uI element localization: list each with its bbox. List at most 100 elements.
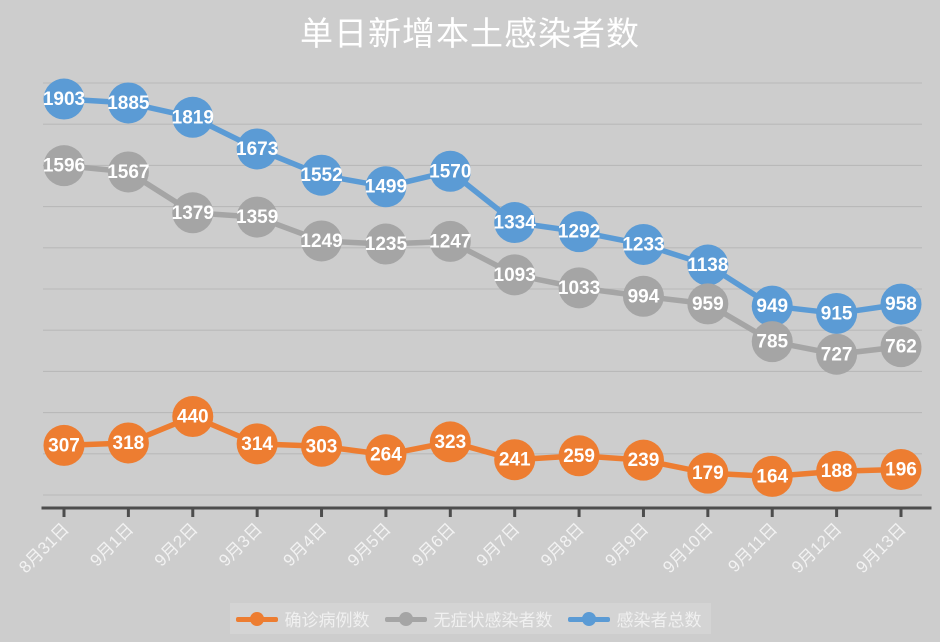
x-tick-label: 9月12日	[788, 519, 846, 577]
data-point-label: 188	[821, 461, 853, 482]
data-point-label: 1379	[172, 203, 214, 224]
x-tick-label: 9月2日	[151, 519, 202, 570]
data-point-marker[interactable]	[429, 421, 471, 463]
data-point-label: 323	[434, 432, 466, 453]
data-point-label: 1334	[494, 213, 537, 234]
data-point-label: 1233	[622, 234, 664, 255]
data-point-marker[interactable]	[172, 396, 214, 438]
data-point-marker[interactable]	[301, 425, 343, 467]
legend-swatch-icon	[235, 610, 278, 628]
data-point-marker[interactable]	[816, 333, 858, 375]
data-point-marker[interactable]	[622, 275, 664, 317]
data-point-marker[interactable]	[558, 435, 600, 477]
legend-label: 感染者总数	[616, 611, 702, 630]
data-point-marker[interactable]	[365, 166, 407, 208]
data-point-marker[interactable]	[687, 452, 729, 494]
legend-confirmed[interactable]: 确诊病例数	[229, 603, 379, 634]
x-axis-labels: 8月31日 9月1日 9月2日 9月3日 9月4日 9月5日 9月6日 9月7日 9月8日 9月9…	[15, 519, 910, 577]
data-point-marker[interactable]	[172, 96, 214, 138]
data-point-marker[interactable]	[43, 145, 85, 187]
data-point-marker[interactable]	[816, 292, 858, 334]
data-point-label: 239	[628, 450, 660, 471]
data-point-marker[interactable]	[622, 439, 664, 481]
data-point-label: 915	[821, 303, 853, 324]
data-point-marker[interactable]	[43, 424, 85, 466]
data-point-label: 318	[113, 433, 145, 454]
data-point-marker[interactable]	[429, 150, 471, 192]
data-point-marker[interactable]	[107, 82, 149, 124]
data-point-label: 958	[885, 294, 917, 315]
x-tick-label: 8月31日	[15, 519, 73, 577]
data-point-marker[interactable]	[236, 196, 278, 238]
data-point-label: 241	[499, 450, 531, 471]
x-tick-label: 9月10日	[659, 519, 717, 577]
data-point-marker[interactable]	[365, 223, 407, 265]
data-point-marker[interactable]	[622, 223, 664, 265]
data-point-label: 259	[563, 446, 595, 467]
data-point-label: 1567	[107, 162, 149, 183]
data-point-label: 1885	[107, 93, 150, 114]
data-point-label: 1235	[365, 234, 408, 255]
data-point-marker[interactable]	[687, 244, 729, 286]
data-point-label: 762	[885, 337, 917, 358]
x-tick-label: 9月9日	[601, 519, 652, 570]
data-point-marker[interactable]	[687, 283, 729, 325]
legend-swatch-icon	[567, 610, 610, 628]
x-tick-label: 9月8日	[537, 519, 588, 570]
data-point-marker[interactable]	[494, 202, 536, 244]
data-point-marker[interactable]	[751, 321, 793, 363]
gridlines	[43, 82, 922, 496]
data-point-label: 1499	[365, 177, 407, 198]
data-point-marker[interactable]	[43, 78, 85, 120]
x-tick-label: 9月3日	[215, 519, 266, 570]
x-tick-label: 9月11日	[724, 519, 781, 576]
x-tick-label: 9月7日	[473, 519, 524, 570]
data-point-marker[interactable]	[301, 154, 343, 196]
data-point-label: 1292	[558, 222, 600, 243]
data-point-label: 307	[48, 435, 80, 456]
data-point-label: 1033	[558, 278, 600, 299]
data-point-marker[interactable]	[880, 448, 922, 490]
data-point-marker[interactable]	[751, 455, 793, 497]
data-point-label: 785	[756, 332, 788, 353]
legend-asymptomatic[interactable]: 无症状感染者数	[378, 603, 562, 634]
data-point-label: 1247	[429, 231, 471, 252]
data-point-label: 264	[370, 445, 402, 466]
legend-label: 确诊病例数	[284, 611, 370, 630]
data-point-label: 1359	[236, 207, 278, 228]
data-point-label: 440	[177, 407, 209, 428]
legend-label: 无症状感染者数	[433, 611, 553, 630]
data-point-marker[interactable]	[365, 434, 407, 476]
data-point-label: 1138	[687, 255, 728, 276]
data-point-label: 1249	[300, 231, 342, 252]
data-point-label: 1819	[172, 107, 214, 128]
data-point-marker[interactable]	[816, 450, 858, 492]
data-point-marker[interactable]	[751, 285, 793, 327]
data-point-marker[interactable]	[558, 267, 600, 309]
data-point-label: 1093	[494, 265, 536, 286]
data-point-marker[interactable]	[880, 326, 922, 368]
data-point-marker[interactable]	[429, 220, 471, 262]
data-point-marker[interactable]	[301, 220, 343, 262]
data-point-label: 1673	[236, 139, 278, 160]
data-point-label: 949	[756, 296, 788, 317]
data-point-marker[interactable]	[172, 192, 214, 234]
data-point-label: 1596	[43, 156, 85, 177]
legend-total[interactable]: 感染者总数	[561, 603, 711, 634]
data-point-marker[interactable]	[558, 211, 600, 253]
series-markers: 1903 1885 1819 1673 1552 1499 1570 1334 1292 1233…	[43, 78, 922, 497]
x-tick-label: 9月13日	[852, 519, 910, 577]
chart-legend: 确诊病例数 无症状感染者数 感染者总数	[0, 603, 940, 634]
data-point-marker[interactable]	[494, 439, 536, 481]
data-point-marker[interactable]	[494, 254, 536, 296]
x-tick-label: 9月4日	[280, 519, 331, 570]
data-point-marker[interactable]	[236, 128, 278, 170]
data-point-marker[interactable]	[236, 423, 278, 465]
data-point-marker[interactable]	[880, 283, 922, 325]
data-point-marker[interactable]	[107, 151, 149, 193]
data-point-label: 1903	[43, 89, 85, 110]
data-point-label: 959	[692, 294, 724, 315]
data-point-marker[interactable]	[107, 422, 149, 464]
data-point-label: 164	[756, 466, 788, 487]
